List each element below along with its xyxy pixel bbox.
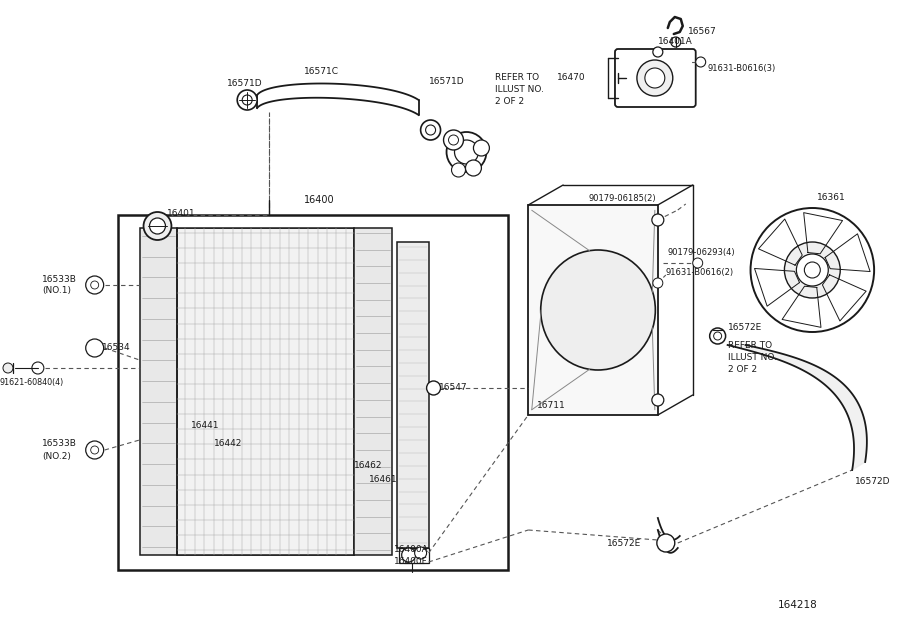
- Circle shape: [143, 212, 171, 240]
- Bar: [397, 242, 428, 548]
- Circle shape: [448, 135, 458, 145]
- Text: 16441: 16441: [192, 420, 220, 430]
- Circle shape: [401, 548, 416, 562]
- Text: REFER TO: REFER TO: [727, 340, 771, 350]
- Circle shape: [415, 547, 427, 559]
- Circle shape: [86, 339, 104, 357]
- Text: 2 OF 2: 2 OF 2: [727, 365, 757, 373]
- Circle shape: [657, 534, 675, 552]
- Circle shape: [796, 254, 828, 286]
- Circle shape: [427, 381, 441, 395]
- Text: 16461: 16461: [369, 476, 398, 484]
- Polygon shape: [782, 286, 821, 327]
- Circle shape: [710, 328, 725, 344]
- Text: REFER TO: REFER TO: [495, 74, 539, 82]
- Bar: [399, 548, 428, 563]
- Circle shape: [426, 125, 436, 135]
- Circle shape: [3, 363, 13, 373]
- Circle shape: [91, 281, 99, 289]
- Bar: [354, 228, 392, 555]
- Text: 164218: 164218: [778, 600, 817, 610]
- Text: 16567: 16567: [688, 27, 716, 37]
- Text: 16401: 16401: [167, 208, 196, 218]
- Circle shape: [652, 394, 664, 406]
- Circle shape: [86, 441, 104, 459]
- Text: 16401A: 16401A: [658, 37, 693, 46]
- Circle shape: [444, 130, 464, 150]
- Text: 16534: 16534: [102, 343, 130, 353]
- Circle shape: [805, 262, 820, 278]
- Circle shape: [645, 68, 665, 88]
- Circle shape: [473, 140, 490, 156]
- Circle shape: [637, 60, 673, 96]
- Circle shape: [652, 214, 664, 226]
- Text: 90179-06185(2): 90179-06185(2): [588, 193, 656, 203]
- Text: 16533B: 16533B: [42, 440, 76, 448]
- Circle shape: [652, 278, 662, 288]
- Bar: [118, 215, 508, 570]
- Text: 16533B: 16533B: [42, 275, 76, 283]
- Text: ILLUST NO.: ILLUST NO.: [495, 86, 544, 94]
- Text: (NO.1): (NO.1): [42, 286, 71, 296]
- Polygon shape: [727, 345, 867, 470]
- Polygon shape: [759, 219, 802, 265]
- Text: 91631-B0616(2): 91631-B0616(2): [666, 267, 734, 277]
- Circle shape: [670, 37, 680, 47]
- Text: 91631-B0616(3): 91631-B0616(3): [707, 63, 776, 73]
- Bar: [177, 228, 354, 555]
- Text: 16711: 16711: [537, 401, 566, 409]
- Bar: [140, 228, 177, 555]
- Circle shape: [149, 218, 166, 234]
- Circle shape: [714, 332, 722, 340]
- Text: 16571D: 16571D: [228, 79, 263, 87]
- Polygon shape: [754, 268, 799, 306]
- Circle shape: [32, 362, 44, 374]
- Polygon shape: [804, 213, 842, 254]
- Text: 16442: 16442: [214, 438, 243, 448]
- Circle shape: [91, 446, 99, 454]
- Circle shape: [452, 163, 465, 177]
- Circle shape: [446, 132, 486, 172]
- Text: 16400A: 16400A: [393, 546, 428, 554]
- Ellipse shape: [541, 250, 655, 370]
- Text: ILLUST NO.: ILLUST NO.: [727, 353, 777, 361]
- Circle shape: [751, 208, 874, 332]
- Bar: [177, 228, 354, 555]
- Circle shape: [465, 160, 482, 176]
- Circle shape: [785, 242, 841, 298]
- Text: 16572E: 16572E: [607, 539, 641, 547]
- Text: 2 OF 2: 2 OF 2: [495, 97, 525, 107]
- Text: 16572E: 16572E: [727, 324, 762, 332]
- Text: 16361: 16361: [817, 193, 846, 203]
- Polygon shape: [823, 275, 866, 321]
- Text: 90179-06293(4): 90179-06293(4): [668, 247, 735, 257]
- FancyBboxPatch shape: [615, 49, 696, 107]
- Text: (NO.2): (NO.2): [42, 451, 71, 461]
- Text: 16470: 16470: [557, 74, 586, 82]
- Bar: [528, 205, 658, 415]
- Text: 16400F: 16400F: [393, 557, 428, 567]
- Text: 16571D: 16571D: [428, 78, 464, 87]
- Text: 16571C: 16571C: [304, 68, 339, 76]
- Circle shape: [454, 140, 479, 164]
- Polygon shape: [825, 234, 870, 272]
- Circle shape: [86, 276, 104, 294]
- Text: 16400: 16400: [303, 195, 334, 205]
- Circle shape: [693, 258, 703, 268]
- Circle shape: [696, 57, 706, 67]
- Text: 91621-60840(4): 91621-60840(4): [0, 378, 64, 386]
- Circle shape: [420, 120, 441, 140]
- Circle shape: [652, 47, 662, 57]
- Text: 16462: 16462: [354, 461, 382, 471]
- Circle shape: [238, 90, 257, 110]
- Text: 16547: 16547: [438, 384, 467, 392]
- Text: 16572D: 16572D: [855, 477, 891, 487]
- Circle shape: [242, 95, 252, 105]
